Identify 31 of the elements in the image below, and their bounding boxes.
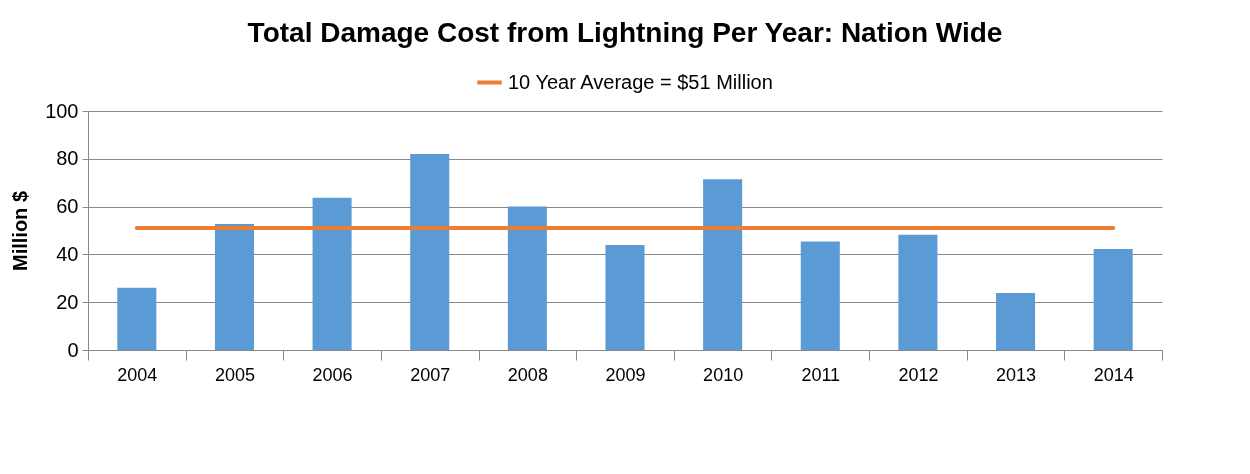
- y-tick-label: 100: [45, 99, 79, 122]
- bar: [312, 197, 352, 350]
- bar: [117, 287, 157, 350]
- y-tick-label: 60: [56, 195, 79, 218]
- x-tick-label: 2013: [996, 364, 1037, 385]
- y-tick-label: 80: [56, 147, 79, 170]
- bar: [214, 224, 254, 350]
- x-tick-label: 2004: [117, 364, 158, 385]
- bar: [898, 234, 938, 350]
- x-tick-label: 2011: [801, 364, 841, 385]
- chart-title: Total Damage Cost from Lightning Per Year: Nation Wide: [247, 17, 1003, 48]
- y-tick-label: 40: [56, 242, 79, 265]
- x-tick-label: 2008: [507, 364, 548, 385]
- bar: [996, 293, 1036, 350]
- x-tick-label: 2007: [410, 364, 451, 385]
- bar: [410, 154, 450, 350]
- y-tick-label: 20: [56, 290, 79, 313]
- x-tick-label: 2010: [703, 364, 744, 385]
- bar: [507, 206, 547, 350]
- legend-label: 10 Year Average = $51 Million: [508, 70, 773, 93]
- x-tick-label: 2009: [605, 364, 646, 385]
- x-tick-label: 2005: [214, 364, 255, 385]
- y-tick-label: 0: [67, 338, 79, 361]
- x-tick-label: 2012: [898, 364, 939, 385]
- bar: [800, 241, 840, 350]
- bar: [703, 179, 743, 350]
- bar: [605, 245, 645, 350]
- y-axis-title: Million $: [9, 191, 32, 271]
- x-tick-label: 2014: [1093, 364, 1134, 385]
- bar: [1093, 248, 1133, 350]
- x-tick-label: 2006: [312, 364, 353, 385]
